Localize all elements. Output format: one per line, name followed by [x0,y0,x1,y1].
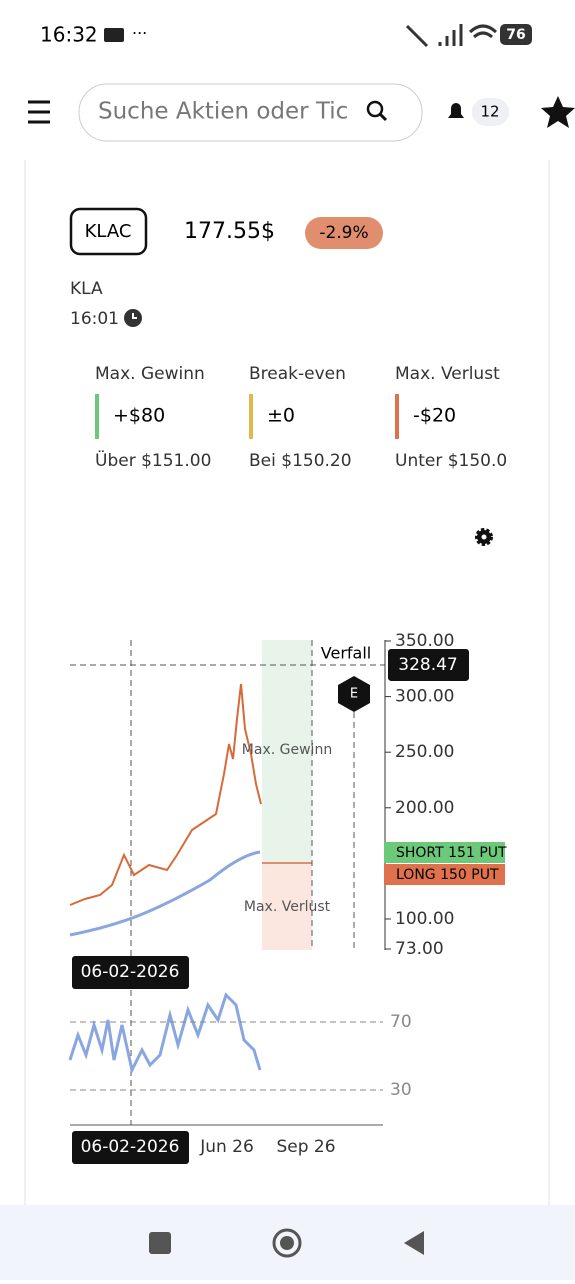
stats: Max. Gewinn +$80 Über $151.00 Break-even ±0 B… [95,364,507,471]
y-tick-label: 250.00 [395,742,454,762]
ticker-box [69,207,148,256]
expiry-label: Verfall [321,644,371,663]
earnings-marker [338,676,370,712]
change-pill [305,217,383,249]
battery-level: 76 [506,27,525,43]
notification-count: 12 [480,103,499,121]
badge [472,98,509,126]
leg-box [384,842,505,863]
stat-value: ±0 [267,405,295,427]
stat-label: Max. Gewinn [95,364,205,384]
leg-label: SHORT 151 PUT [396,845,507,861]
home-dot [280,1236,294,1250]
leg-box [384,864,505,885]
recents-button[interactable] [149,1232,171,1254]
settings-hole [481,534,487,540]
stat-bar [395,394,399,439]
stat-value: +$80 [113,405,165,427]
price: 177.55$ [184,219,275,244]
loss-label: Max. Verlust [244,899,331,915]
home-button[interactable] [272,1228,302,1258]
stat-label: Max. Verlust [395,364,500,384]
search-box[interactable] [78,83,423,142]
mail-icon [104,28,124,42]
menu-button[interactable] [28,100,50,124]
bell-icon[interactable] [448,103,464,118]
gain-zone [262,640,312,862]
x-tick-label: 06-02-2026 [81,1137,180,1157]
y-tick-label: 73.00 [395,939,444,959]
signal-icons [405,24,463,48]
rsi-tick-label: 70 [390,1012,412,1032]
company-name: KLA [70,279,103,299]
crosshair-date: 06-02-2026 [81,962,180,982]
y-tick-label: 300.00 [395,687,454,707]
loss-zone [262,863,312,950]
earnings-label: E [350,687,358,702]
gain-label: Max. Gewinn [242,742,332,758]
stat-subtext: Über $151.00 [95,449,211,471]
y-tick-label: 200.00 [395,798,454,818]
y-tick-label: 350.00 [395,631,454,651]
favorite-star[interactable] [541,96,575,128]
moving-average [69,850,261,937]
guides [70,640,385,1125]
back-button[interactable] [404,1231,424,1255]
change: -2.9% [319,223,368,243]
clock: 16:32 [40,23,98,47]
rsi-tick-label: 30 [390,1080,412,1100]
stat-subtext: Unter $150.0 [395,451,507,471]
stat-label: Break-even [249,364,346,384]
current-price-box [388,648,469,681]
y-tick-label: 100.00 [395,909,454,929]
x-date-box [72,1131,189,1164]
x-tick-label: Jun 26 [199,1137,254,1157]
more-dots: ··· [132,24,147,43]
card-border [24,160,550,1205]
rsi-series [68,992,262,1075]
ticker: KLAC [85,221,132,242]
battery [500,24,532,45]
search-placeholder[interactable]: Suche Aktien oder Tic [98,99,348,125]
stat-bar [249,394,253,439]
stat-subtext: Bei $150.20 [249,451,352,471]
leg-label: LONG 150 PUT [396,867,499,883]
x-tick-label: Sep 26 [276,1137,335,1157]
price-series [69,683,262,906]
wifi-icon [468,24,498,39]
clock-hands [132,313,137,319]
quote-time: 16:01 [70,309,119,329]
chart: 350.00 300.00 250.00 200.00 100.00 73.00 328.4… [70,631,507,1164]
search-icon-handle [378,112,388,122]
search-icon[interactable] [366,100,384,118]
current-price-label: 328.47 [398,655,457,675]
crosshair-date-box [72,956,189,989]
stat-value: -$20 [413,405,456,427]
stat-bar [95,394,99,439]
